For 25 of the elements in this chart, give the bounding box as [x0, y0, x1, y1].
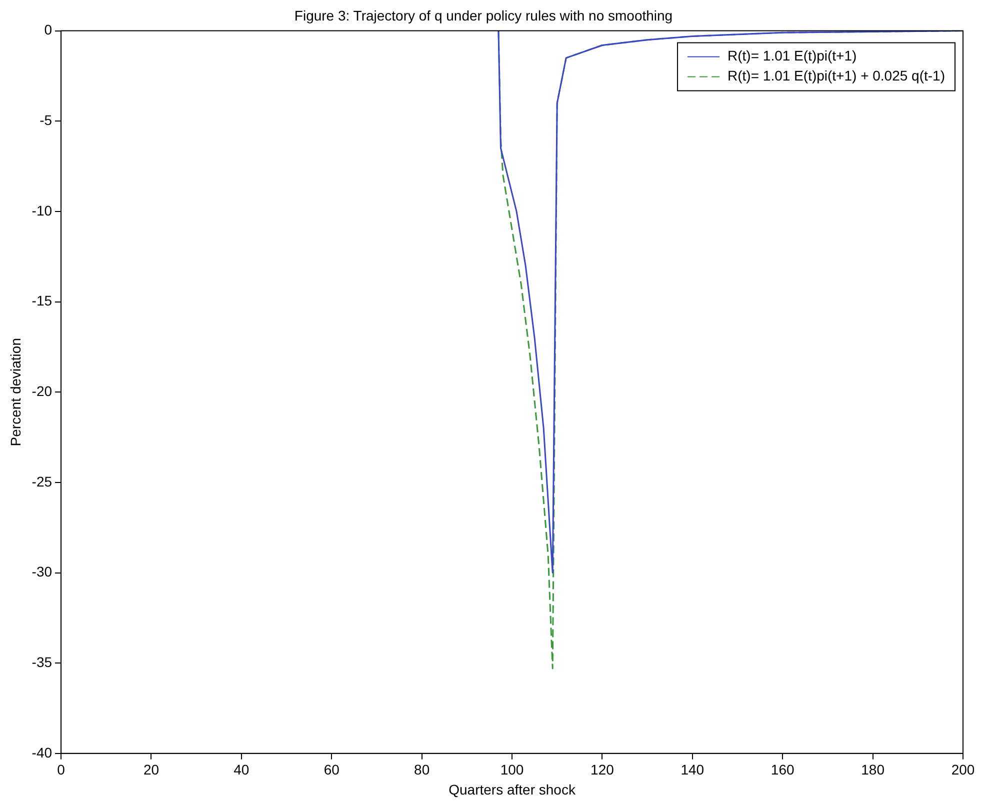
y-tick-label: -25 — [32, 473, 52, 490]
x-tick-label: 80 — [414, 762, 430, 778]
x-tick-label: 200 — [951, 762, 975, 778]
y-tick-label: -30 — [32, 564, 52, 580]
y-tick-label: 0 — [44, 22, 52, 38]
x-tick-label: 20 — [143, 762, 160, 778]
y-tick-label: -35 — [32, 654, 52, 670]
y-tick-label: -10 — [32, 202, 52, 218]
chart-title: Figure 3: Trajectory of q under policy rules with no smoothing — [294, 7, 673, 24]
y-tick-label: -40 — [32, 744, 52, 760]
x-axis-title: Quarters after shock — [448, 781, 576, 798]
y-axis-title: Percent deviation — [7, 338, 24, 446]
x-tick-label: 60 — [324, 762, 340, 778]
legend-label: R(t)= 1.01 E(t)pi(t+1) — [728, 48, 857, 64]
y-tick-label: -15 — [32, 292, 52, 309]
x-tick-label: 140 — [680, 762, 704, 778]
x-tick-label: 160 — [770, 762, 794, 778]
x-tick-label: 40 — [234, 762, 250, 778]
x-tick-label: 0 — [57, 762, 66, 778]
x-tick-label: 180 — [861, 762, 885, 778]
y-tick-label: -20 — [32, 382, 52, 399]
x-tick-label: 100 — [500, 762, 524, 778]
x-tick-label: 120 — [590, 762, 614, 778]
legend-label: R(t)= 1.01 E(t)pi(t+1) + 0.025 q(t-1) — [728, 68, 946, 84]
y-tick-label: -5 — [40, 112, 52, 128]
